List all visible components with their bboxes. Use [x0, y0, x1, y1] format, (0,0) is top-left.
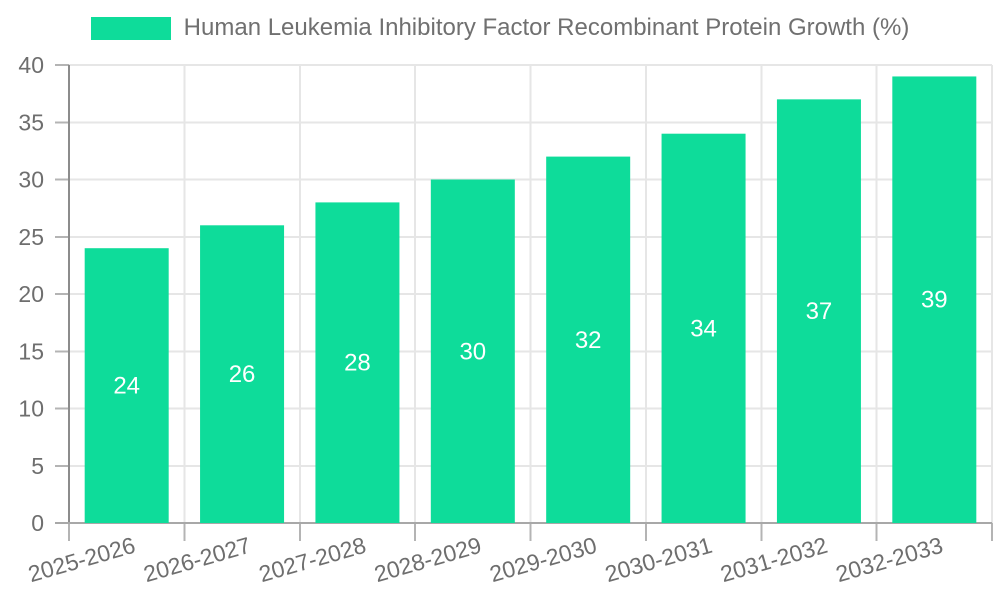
x-tick-label: 2029-2030	[487, 532, 600, 587]
bar	[84, 248, 169, 523]
x-tick-label: 2028-2029	[371, 532, 484, 587]
x-tick-label: 2026-2027	[141, 532, 254, 587]
chart-legend: Human Leukemia Inhibitory Factor Recombi…	[0, 13, 1000, 43]
y-tick-label: 40	[18, 52, 44, 78]
y-tick-label: 25	[18, 224, 44, 250]
bar	[546, 156, 631, 523]
legend-label: Human Leukemia Inhibitory Factor Recombi…	[183, 14, 910, 41]
x-tick-label: 2025-2026	[25, 532, 138, 587]
bar-value-label: 37	[806, 298, 833, 325]
x-tick-label: 2031-2032	[717, 532, 830, 587]
y-tick-label: 35	[18, 109, 44, 135]
y-tick-label: 10	[18, 396, 44, 422]
y-tick-label: 0	[31, 510, 44, 536]
legend-item[interactable]: Human Leukemia Inhibitory Factor Recombi…	[90, 13, 910, 43]
x-tick-label: 2030-2031	[602, 532, 715, 587]
bar-value-label: 34	[690, 315, 717, 342]
bar-value-label: 32	[575, 327, 602, 354]
bar	[200, 225, 285, 524]
y-tick-label: 5	[31, 453, 44, 479]
x-tick-label: 2027-2028	[256, 532, 369, 587]
legend-swatch-icon	[90, 16, 171, 40]
bar	[430, 179, 515, 523]
x-tick-label: 2032-2033	[833, 532, 946, 587]
bar	[892, 76, 977, 523]
bar-value-label: 26	[229, 361, 256, 388]
bar-value-label: 24	[113, 373, 140, 400]
bar-value-label: 39	[921, 287, 948, 314]
bar-value-label: 30	[459, 338, 486, 365]
y-tick-label: 30	[18, 167, 44, 193]
bar	[315, 202, 400, 523]
bar-value-label: 28	[344, 350, 371, 377]
y-tick-label: 15	[18, 338, 44, 364]
y-tick-label: 20	[18, 281, 44, 307]
bar	[661, 133, 746, 523]
bar	[776, 99, 861, 523]
